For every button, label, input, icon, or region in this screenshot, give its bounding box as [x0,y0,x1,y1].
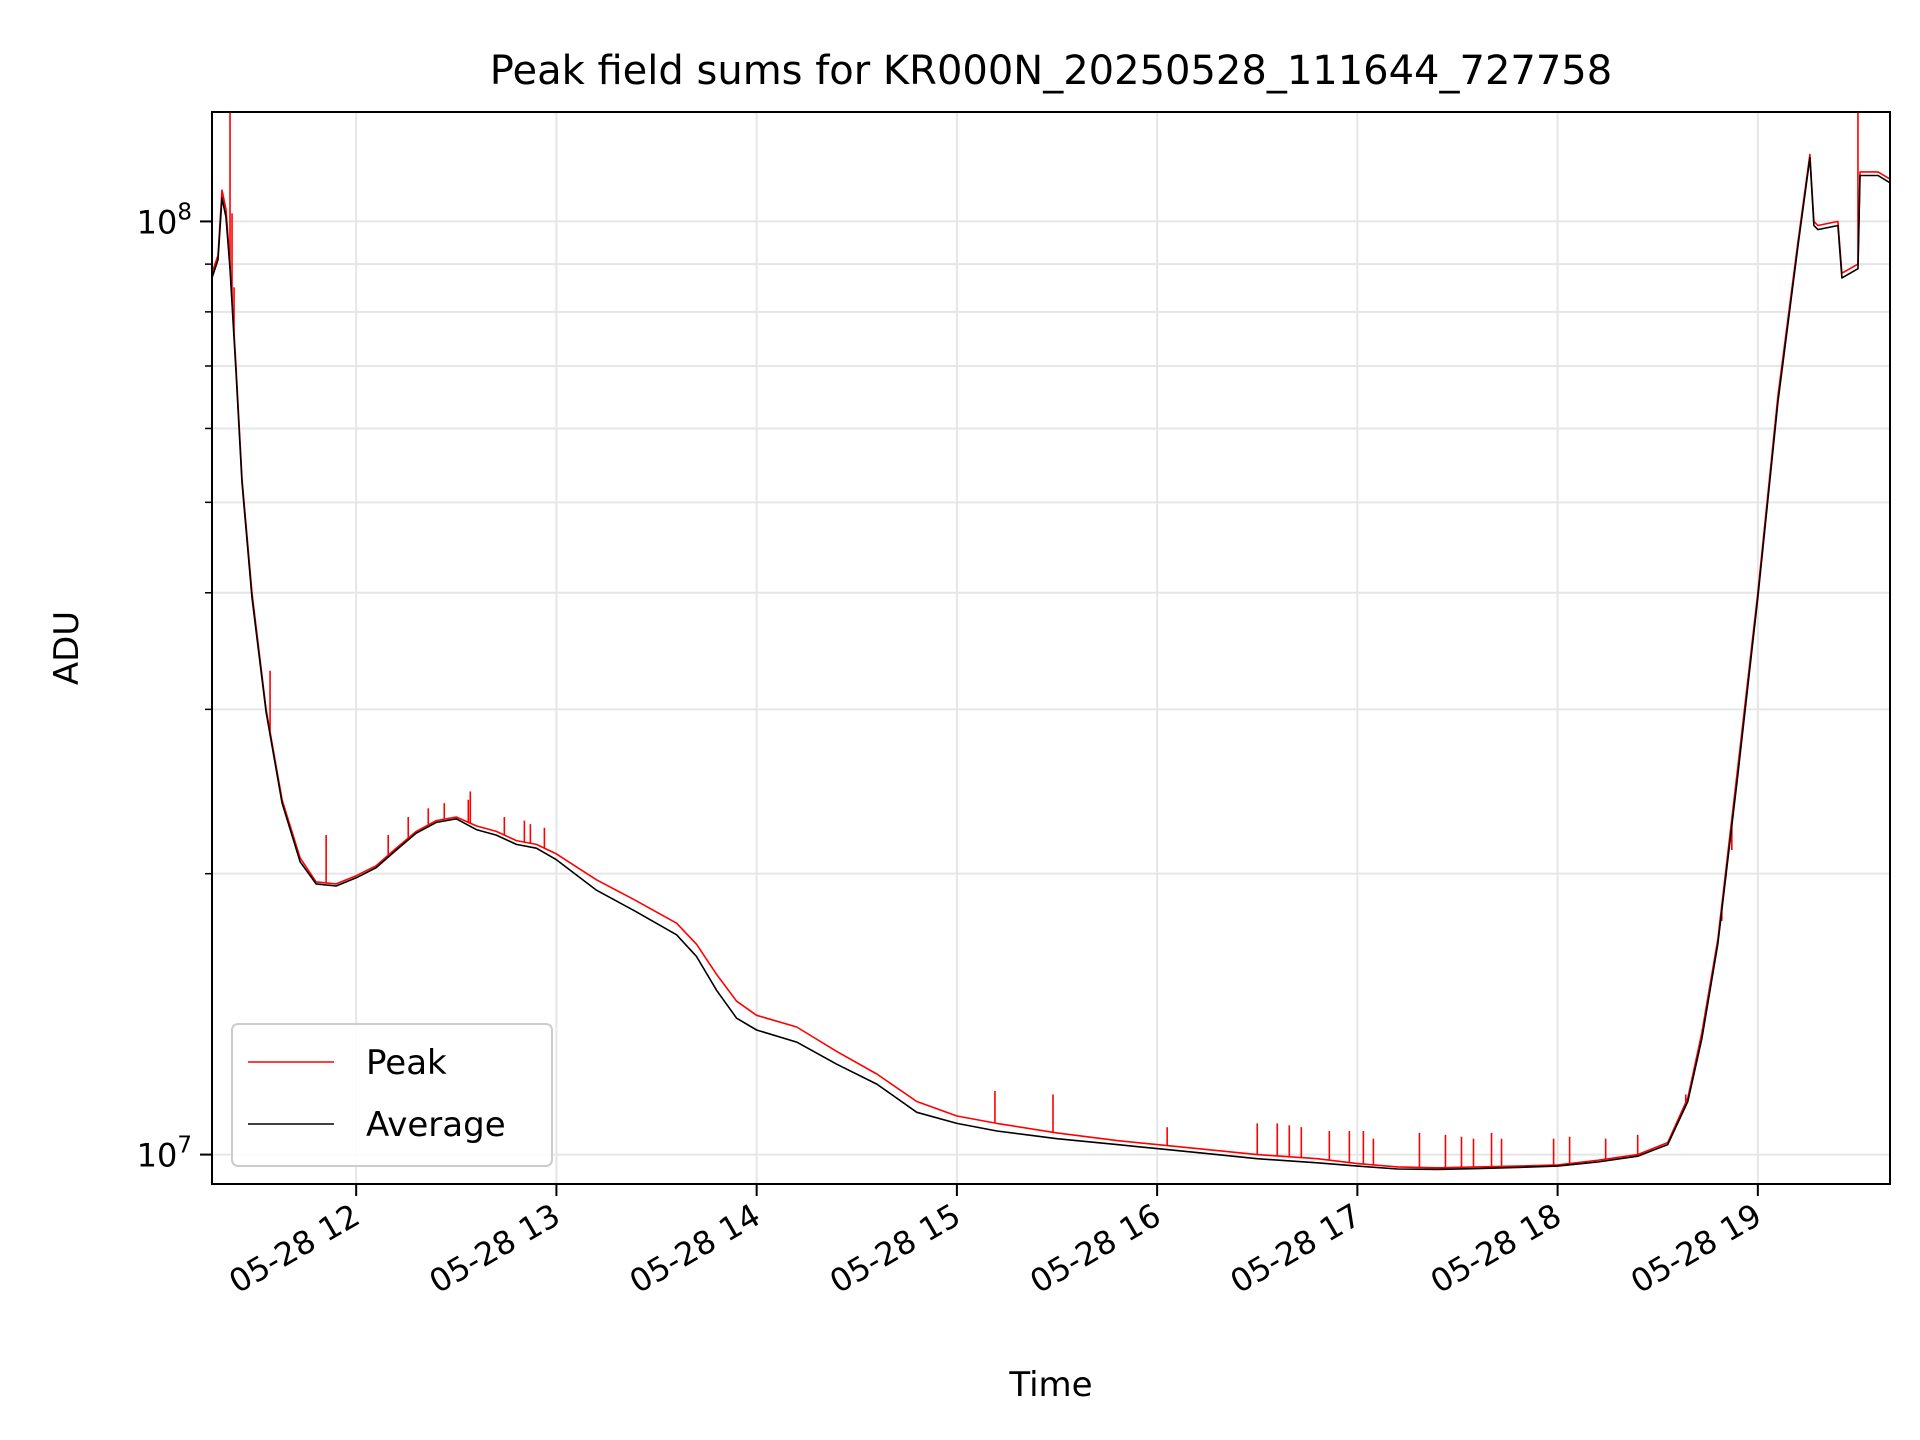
y-tick-label-exponent: 7 [177,1133,192,1159]
legend-label-average: Average [366,1105,506,1145]
data-traces [212,112,1890,1171]
y-axis-label: ADU [47,611,87,685]
y-tick-label-base: 10 [137,203,178,241]
x-axis-label: Time [1008,1365,1092,1405]
y-tick-label-base: 10 [137,1137,178,1175]
plot-frame [211,111,1891,1185]
y-tick-label: 107 [137,1133,192,1175]
grid [212,112,1890,1184]
series-group [212,112,1890,1171]
series-line-average [212,157,1890,1171]
chart-title: Peak field sums for KR000N_20250528_1116… [490,48,1612,94]
legend: Peak Average [231,1023,553,1167]
legend-label-peak: Peak [366,1043,447,1083]
y-tick-label: 108 [137,199,192,241]
y-tick-label-exponent: 8 [177,199,192,225]
legend-box [231,1023,553,1167]
